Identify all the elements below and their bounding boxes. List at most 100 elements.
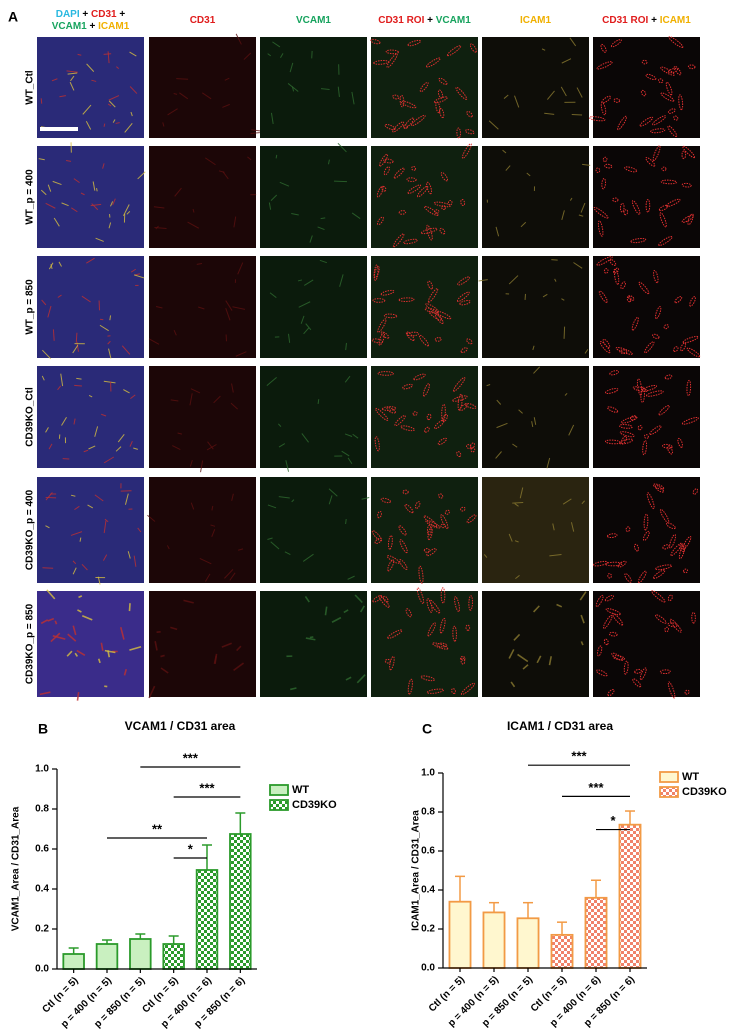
roi-outline	[660, 92, 675, 102]
vessel	[61, 202, 69, 207]
roi-outline	[437, 437, 448, 446]
vessel	[486, 384, 491, 387]
vessel	[71, 207, 78, 213]
header-part: ICAM1	[98, 21, 130, 32]
roi-outline	[453, 377, 466, 392]
vessel	[72, 625, 77, 636]
vessel	[83, 449, 89, 453]
vessel	[305, 323, 312, 331]
micrograph	[260, 256, 367, 358]
roi-outline	[604, 388, 619, 394]
micrograph	[260, 142, 367, 248]
bar	[448, 900, 472, 969]
vessel	[127, 551, 131, 559]
roi-outline	[384, 123, 396, 131]
vessel	[272, 41, 281, 48]
roi-outline	[426, 524, 432, 536]
vessel	[46, 589, 56, 600]
vessel	[50, 632, 61, 643]
roi-outline	[597, 220, 604, 237]
vessel	[488, 120, 499, 130]
vessel	[279, 181, 290, 187]
vessel	[74, 505, 80, 511]
vessel	[133, 274, 145, 279]
vessel	[327, 159, 330, 165]
roi-outline	[464, 402, 477, 409]
roi-outline	[666, 522, 676, 530]
roi-outline	[407, 39, 422, 47]
roi-outline	[423, 515, 438, 528]
micrograph	[37, 477, 144, 585]
vessel	[75, 332, 78, 343]
vessel	[104, 518, 109, 523]
roi-outline	[373, 264, 379, 281]
vessel	[72, 560, 77, 565]
roi-outline	[691, 611, 696, 624]
vessel	[39, 691, 51, 696]
vessel	[200, 460, 204, 473]
vessel	[568, 424, 575, 436]
roi-outline	[669, 618, 682, 633]
vessel	[211, 505, 214, 511]
vessel	[123, 389, 130, 394]
roi-outline	[434, 313, 444, 324]
vessel	[104, 649, 116, 654]
micrograph	[592, 477, 700, 584]
roi-outline	[668, 67, 679, 74]
vessel	[42, 349, 52, 360]
roi-outline	[394, 415, 406, 427]
column-header: CD31 ROI + VCAM1	[378, 15, 471, 26]
image-background	[149, 146, 256, 248]
roi-outline	[649, 425, 662, 435]
image-background	[371, 37, 478, 138]
vessel	[352, 433, 359, 439]
vessel	[80, 192, 85, 196]
roi-outline	[377, 371, 395, 376]
vessel	[291, 213, 299, 216]
vessel	[69, 81, 75, 91]
roi-outline	[426, 413, 432, 421]
vessel	[496, 399, 502, 405]
vessel	[129, 646, 142, 651]
vessel	[320, 217, 326, 220]
roi-outline	[608, 631, 618, 637]
roi-outline	[623, 660, 629, 675]
vessel	[121, 345, 131, 355]
vessel	[304, 595, 310, 603]
image-background	[482, 366, 589, 468]
vessel	[225, 307, 231, 321]
roi-outline	[613, 269, 620, 285]
vessel	[505, 165, 511, 171]
micrograph	[371, 477, 478, 584]
roi-outline	[667, 445, 674, 455]
vessel	[153, 206, 165, 209]
roi-outline	[618, 424, 633, 429]
micrograph	[588, 36, 700, 138]
vessel	[531, 421, 534, 428]
roi-outline	[407, 678, 413, 695]
roi-outline	[596, 645, 603, 657]
roi-outline	[632, 678, 642, 688]
roi-outline	[466, 111, 473, 118]
roi-outline	[375, 407, 389, 421]
vessel	[66, 70, 78, 73]
header-part: +	[80, 9, 91, 20]
vessel	[573, 262, 583, 269]
roi-outline	[606, 533, 618, 539]
vessel	[173, 93, 178, 95]
vessel	[45, 427, 49, 433]
vessel	[40, 189, 47, 196]
vessel	[564, 392, 568, 396]
roi-outline	[595, 594, 604, 608]
vessel	[288, 333, 291, 343]
header-part: +	[648, 15, 659, 26]
roi-outline	[460, 657, 466, 665]
vessel	[177, 432, 183, 435]
vessel	[351, 212, 361, 219]
vessel	[133, 555, 137, 567]
column-header: CD31 ROI + ICAM1	[602, 15, 691, 26]
vessel	[119, 627, 125, 640]
vessel	[76, 692, 80, 701]
roi-outline	[440, 514, 449, 530]
roi-outline	[425, 57, 441, 68]
